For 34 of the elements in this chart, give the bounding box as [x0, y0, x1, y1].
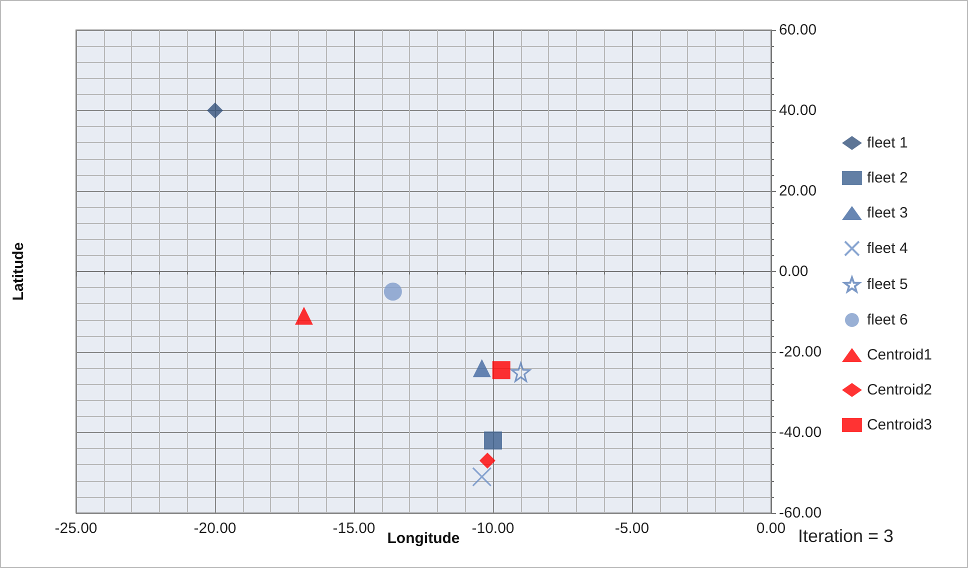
- y-tick-label: 40.00: [779, 102, 817, 119]
- x-tick-label: -20.00: [194, 520, 236, 537]
- legend-label: fleet 3: [866, 204, 908, 222]
- legend-label: fleet 1: [866, 134, 908, 152]
- point: [207, 102, 223, 118]
- point: [294, 306, 313, 325]
- y-tick-label: -40.00: [779, 424, 822, 441]
- x-tick-label: 0.00: [756, 520, 786, 537]
- point: [484, 432, 502, 450]
- y-tick-label: 60.00: [779, 22, 817, 38]
- legend-label: Centroid2: [866, 382, 932, 398]
- y-tick-label: -20.00: [779, 344, 822, 360]
- point: [384, 282, 402, 301]
- point: [511, 362, 531, 382]
- legend-label: fleet 5: [866, 276, 908, 293]
- point: [472, 359, 491, 378]
- x-tick-label: -15.00: [332, 520, 376, 537]
- x-axis-title: Longitude: [387, 530, 460, 547]
- legend-label: fleet 6: [866, 312, 908, 328]
- text: Iteration = 3: [798, 526, 894, 547]
- y-tick-label: 0.00: [779, 263, 808, 280]
- y-tick-label: -60.00: [779, 504, 822, 522]
- legend-label: fleet 2: [866, 170, 908, 186]
- y-tick-label: 20.00: [779, 182, 817, 200]
- point: [472, 466, 492, 487]
- legend-label: fleet 4: [866, 240, 908, 257]
- point: [492, 361, 510, 380]
- x-tick-label: -5.00: [614, 520, 650, 537]
- x-tick-label: -25.00: [54, 520, 98, 537]
- point: [479, 452, 496, 469]
- legend-label: Centroid1: [866, 346, 932, 364]
- legend-label: Centroid3: [866, 416, 932, 434]
- y-axis-title: Latitude: [10, 242, 27, 301]
- x-tick-label: -10.00: [472, 520, 514, 537]
